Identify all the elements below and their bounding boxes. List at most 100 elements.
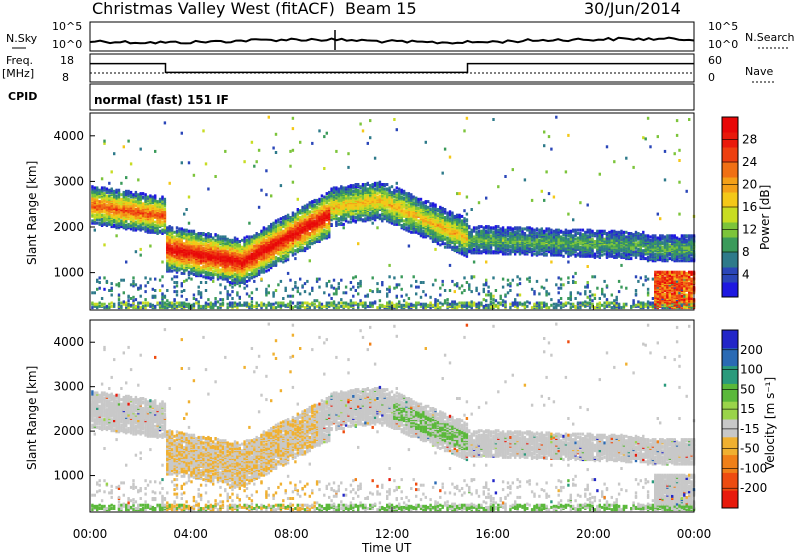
data-cell <box>371 290 374 294</box>
data-cell <box>204 270 208 274</box>
data-cell <box>163 210 167 214</box>
data-cell <box>378 290 382 294</box>
data-cell <box>267 225 270 229</box>
data-cell <box>175 260 179 264</box>
data-cell <box>340 185 343 189</box>
data-cell <box>226 250 229 254</box>
data-cell <box>303 246 307 250</box>
data-cell <box>308 232 311 235</box>
data-cell <box>144 222 147 226</box>
data-cell <box>117 298 121 302</box>
data-cell <box>103 204 106 208</box>
data-cell <box>96 306 99 310</box>
data-cell <box>163 222 167 226</box>
data-cell <box>192 297 196 300</box>
data-cell <box>347 152 350 156</box>
data-cell <box>127 189 130 193</box>
data-cell <box>151 198 154 202</box>
data-cell <box>158 303 162 307</box>
data-cell <box>98 276 101 280</box>
data-cell <box>260 301 263 305</box>
data-cell <box>289 149 292 153</box>
data-cell <box>260 229 263 233</box>
data-cell <box>303 301 307 305</box>
data-cell <box>257 205 261 209</box>
data-cell <box>190 277 193 281</box>
data-cell <box>337 306 340 310</box>
data-cell <box>296 301 299 305</box>
data-cell <box>386 292 389 296</box>
data-cell <box>178 238 181 242</box>
data-cell <box>347 302 350 306</box>
beam-title: Beam 15 <box>345 0 417 18</box>
data-cell <box>267 263 270 267</box>
data-cell <box>180 161 183 165</box>
data-cell <box>395 186 398 190</box>
data-cell <box>257 148 261 152</box>
data-cell <box>282 297 285 300</box>
data-cell <box>214 273 217 276</box>
data-cell <box>250 303 254 307</box>
data-cell <box>294 284 297 288</box>
data-cell <box>151 195 154 199</box>
data-cell <box>439 293 442 297</box>
data-cell <box>146 214 150 218</box>
data-cell <box>332 186 336 190</box>
data-cell <box>91 196 94 200</box>
data-cell <box>306 241 309 245</box>
data-cell <box>456 302 459 306</box>
data-cell <box>415 196 418 200</box>
data-cell <box>393 188 396 192</box>
data-cell <box>219 291 222 295</box>
data-cell <box>219 235 222 239</box>
data-cell <box>429 202 432 206</box>
data-cell <box>228 281 232 284</box>
data-cell <box>175 293 179 297</box>
data-cell <box>400 188 403 192</box>
data-cell <box>344 217 348 221</box>
data-cell <box>180 290 183 294</box>
data-cell <box>434 247 437 251</box>
data-cell <box>175 226 179 230</box>
data-cell <box>166 253 169 257</box>
data-cell <box>158 197 162 201</box>
data-cell <box>410 284 413 288</box>
data-cell <box>187 221 191 225</box>
data-cell <box>340 298 343 302</box>
data-cell <box>243 301 246 305</box>
data-cell <box>199 304 203 308</box>
data-cell <box>284 303 287 307</box>
data-cell <box>132 226 135 230</box>
data-cell <box>173 265 176 268</box>
data-cell <box>443 289 447 292</box>
data-cell <box>306 301 309 305</box>
data-cell <box>103 306 106 310</box>
data-cell <box>175 237 179 241</box>
data-cell <box>446 236 449 240</box>
data-cell <box>127 302 130 306</box>
data-cell <box>139 253 142 257</box>
nsky-tick-low: 10^0 <box>52 38 82 51</box>
data-cell <box>139 306 142 310</box>
data-cell <box>299 292 302 296</box>
data-cell <box>323 304 326 308</box>
data-cell <box>185 258 188 262</box>
data-cell <box>170 226 174 230</box>
data-cell <box>441 283 444 287</box>
data-cell <box>262 226 266 230</box>
data-cell <box>250 235 254 239</box>
data-cell <box>100 209 104 213</box>
data-cell <box>315 205 319 209</box>
data-cell <box>446 211 449 215</box>
freq-tick-low: 8 <box>62 71 69 84</box>
data-cell <box>402 303 406 307</box>
data-cell <box>195 301 198 305</box>
data-cell <box>291 211 295 215</box>
data-cell <box>313 299 316 303</box>
data-cell <box>388 186 391 190</box>
data-cell <box>110 190 113 194</box>
data-cell <box>93 228 96 232</box>
data-cell <box>443 245 447 249</box>
data-cell <box>195 298 198 302</box>
